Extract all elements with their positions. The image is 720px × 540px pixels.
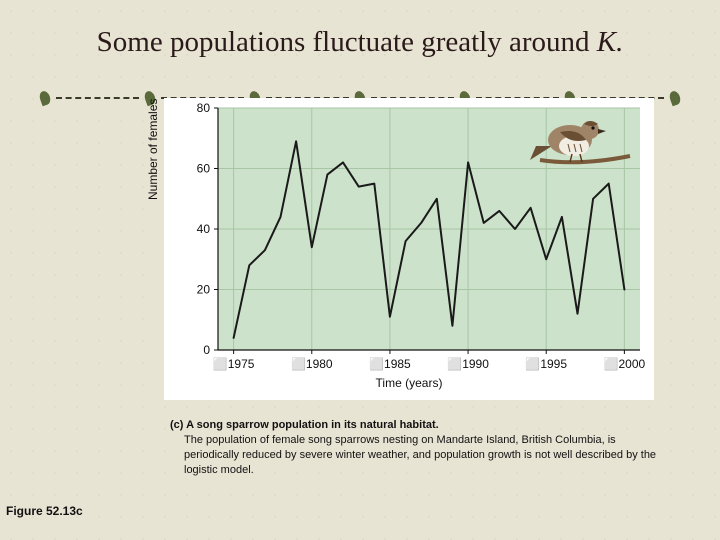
svg-text:⬜1980: ⬜1980 bbox=[291, 357, 333, 371]
figure-caption: (c) A song sparrow population in its nat… bbox=[170, 418, 660, 477]
x-axis-label: Time (years) bbox=[164, 376, 654, 390]
title-italic: K. bbox=[597, 26, 624, 58]
caption-lead: (c) A song sparrow population in its nat… bbox=[170, 419, 439, 431]
chart-panel: 0 20 40 60 80 ⬜1975 ⬜1980 ⬜1985 ⬜1990 ⬜1995 ⬜2000 bbox=[164, 98, 654, 400]
figure-label: Figure 52.13c bbox=[6, 504, 83, 518]
leaf-bullet-icon bbox=[668, 90, 682, 107]
caption-body: The population of female song sparrows n… bbox=[170, 433, 660, 478]
leaf-bullet-icon bbox=[38, 90, 52, 107]
svg-text:80: 80 bbox=[197, 101, 211, 115]
svg-text:60: 60 bbox=[197, 162, 211, 176]
svg-text:⬜1995: ⬜1995 bbox=[525, 357, 567, 371]
svg-text:20: 20 bbox=[197, 283, 211, 297]
svg-text:⬜1990: ⬜1990 bbox=[447, 357, 489, 371]
page-title: Some populations fluctuate greatly aroun… bbox=[0, 26, 720, 59]
svg-text:⬜1985: ⬜1985 bbox=[369, 357, 411, 371]
title-text: Some populations fluctuate greatly aroun… bbox=[97, 26, 597, 58]
y-axis-label: Number of females bbox=[146, 99, 160, 200]
line-chart: 0 20 40 60 80 ⬜1975 ⬜1980 ⬜1985 ⬜1990 ⬜1995 ⬜2000 bbox=[164, 98, 654, 400]
svg-text:40: 40 bbox=[197, 222, 211, 236]
svg-text:⬜2000: ⬜2000 bbox=[604, 357, 646, 371]
svg-text:⬜1975: ⬜1975 bbox=[213, 357, 255, 371]
svg-text:0: 0 bbox=[203, 343, 210, 357]
